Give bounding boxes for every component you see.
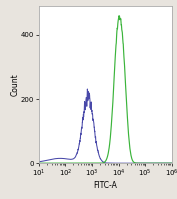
X-axis label: FITC-A: FITC-A [93,181,117,190]
Y-axis label: Count: Count [10,73,19,96]
